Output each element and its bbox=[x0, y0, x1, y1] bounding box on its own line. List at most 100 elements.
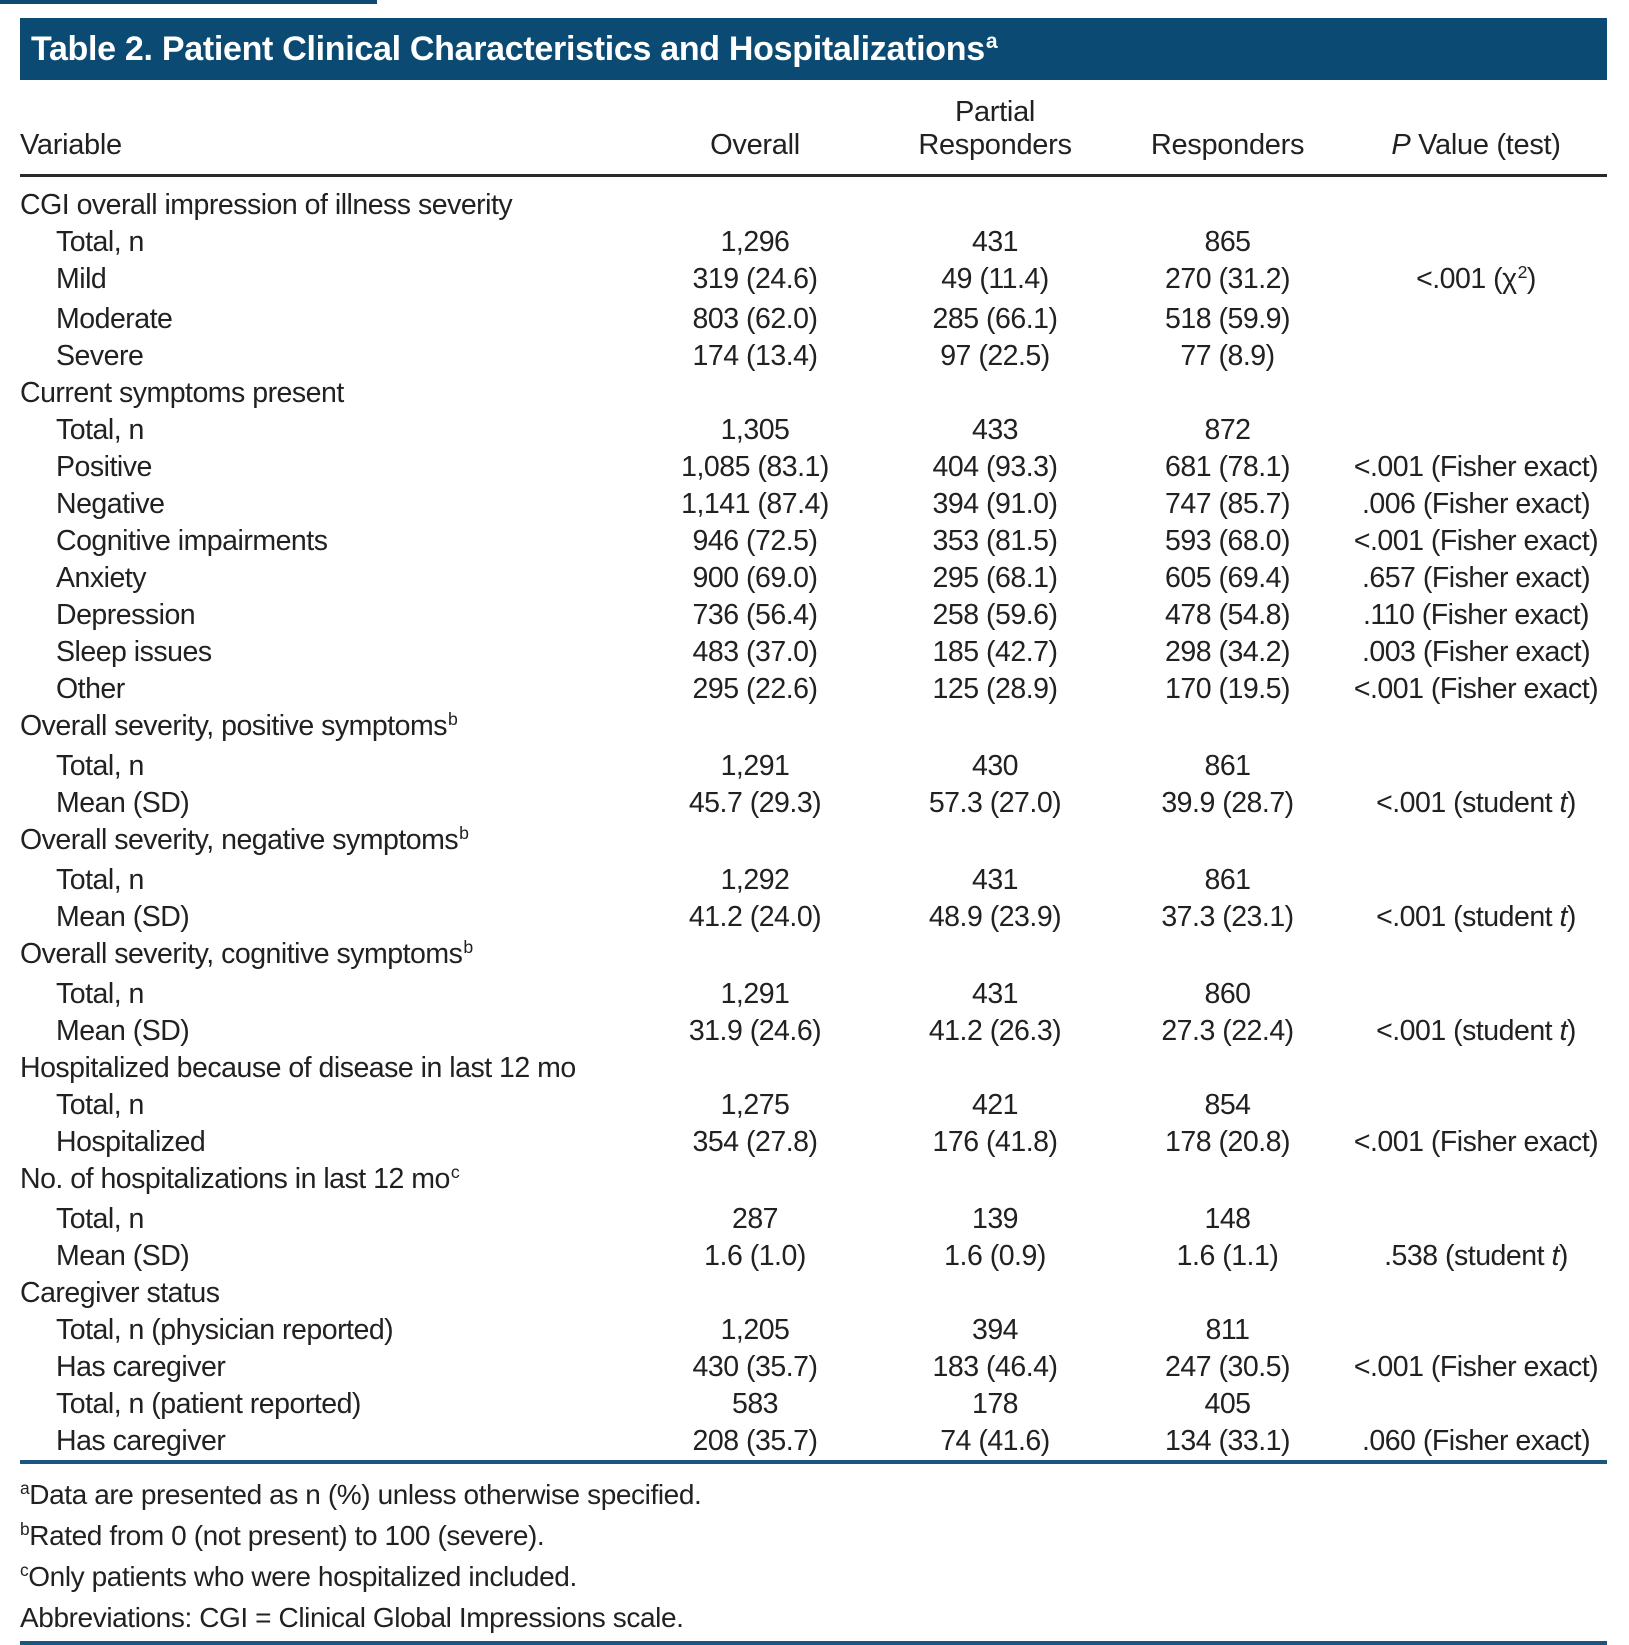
data-cell: 354 (27.8) bbox=[692, 1126, 818, 1158]
data-cell: 900 (69.0) bbox=[692, 562, 818, 594]
data-cell: 37.3 (23.1) bbox=[1161, 901, 1294, 933]
data-cell: 41.2 (24.0) bbox=[688, 901, 822, 933]
row-label: Overall severity, negative symptomsb bbox=[20, 823, 469, 856]
table-title-text: Table 2. Patient Clinical Characteristic… bbox=[31, 29, 985, 68]
data-cell: 394 (91.0) bbox=[932, 488, 1058, 520]
p-value-cell bbox=[1345, 708, 1607, 748]
table-row: Positive 1,085 (83.1) 404 (93.3) 681 (78.1)… bbox=[20, 449, 1607, 486]
table-row: Total, n 1,291 431 860 bbox=[20, 976, 1607, 1013]
table-row: No. of hospitalizations in last 12 moc bbox=[20, 1161, 1607, 1201]
data-cell: 518 (59.9) bbox=[1165, 303, 1290, 335]
row-footnote-marker: c bbox=[450, 1162, 460, 1183]
page-crop-artifact-line bbox=[0, 0, 377, 4]
data-cell: 854 bbox=[1204, 1089, 1251, 1121]
data-cell: 431 bbox=[971, 978, 1019, 1010]
data-cell: 430 (35.7) bbox=[692, 1351, 818, 1383]
row-label: Total, n bbox=[56, 1089, 144, 1121]
page-bottom-rule bbox=[20, 1641, 1607, 1645]
data-cell: 404 (93.3) bbox=[932, 451, 1058, 483]
data-cell bbox=[1110, 1050, 1345, 1087]
p-value-cell bbox=[1345, 338, 1607, 375]
row-label: Total, n (patient reported) bbox=[56, 1388, 361, 1420]
t-statistic-italic: t bbox=[1559, 1015, 1568, 1047]
data-cell: 593 (68.0) bbox=[1165, 525, 1290, 557]
row-label: Mean (SD) bbox=[56, 901, 190, 933]
row-footnote-marker: b bbox=[448, 709, 458, 730]
p-value-cell: <.001 (student t) bbox=[1376, 787, 1576, 819]
data-cell: 183 (46.4) bbox=[932, 1351, 1058, 1383]
table-row: Total, n 1,305 433 872 bbox=[20, 412, 1607, 449]
p-value-cell bbox=[1345, 1386, 1607, 1423]
data-cell bbox=[880, 822, 1110, 862]
row-label: Overall severity, cognitive symptomsb bbox=[20, 937, 473, 970]
table-row: Has caregiver 430 (35.7) 183 (46.4) 247 (30… bbox=[20, 1349, 1607, 1386]
data-cell bbox=[630, 822, 880, 862]
data-cell: 170 (19.5) bbox=[1165, 673, 1290, 705]
p-value-cell: <.001 (Fisher exact) bbox=[1353, 1126, 1599, 1158]
data-cell: 1,291 bbox=[720, 978, 790, 1010]
data-cell: 285 (66.1) bbox=[932, 303, 1058, 335]
row-label: Depression bbox=[56, 599, 196, 631]
row-label: Total, n bbox=[56, 750, 144, 782]
p-value-cell bbox=[1345, 1050, 1607, 1087]
data-cell: 1,141 (87.4) bbox=[681, 488, 829, 520]
table-row: Hospitalized 354 (27.8) 176 (41.8) 178 (20.… bbox=[20, 1124, 1607, 1161]
data-cell bbox=[1110, 708, 1345, 748]
row-label: Total, n (physician reported) bbox=[56, 1314, 394, 1346]
table-row: Overall severity, negative symptomsb bbox=[20, 822, 1607, 862]
table-row: Other 295 (22.6) 125 (28.9) 170 (19.5) <.001… bbox=[20, 671, 1607, 708]
row-label: Total, n bbox=[56, 414, 144, 446]
data-cell: 185 (42.7) bbox=[932, 636, 1058, 668]
t-statistic-italic: t bbox=[1559, 901, 1568, 933]
data-cell: 74 (41.6) bbox=[940, 1425, 1050, 1457]
p-value-cell bbox=[1345, 976, 1607, 1013]
p-value-cell: <.001 (χ2) bbox=[1416, 262, 1536, 295]
data-cell: 353 (81.5) bbox=[932, 525, 1058, 557]
chi-square-exponent: 2 bbox=[1517, 262, 1528, 283]
data-cell: 811 bbox=[1205, 1314, 1250, 1346]
data-cell: 872 bbox=[1204, 414, 1251, 446]
table-title: Table 2. Patient Clinical Characteristic… bbox=[31, 29, 998, 69]
table-row: Current symptoms present bbox=[20, 375, 1607, 412]
data-cell: 41.2 (26.3) bbox=[928, 1015, 1062, 1047]
footnote: cOnly patients who were hospitalized inc… bbox=[20, 1560, 577, 1592]
p-value-cell: .538 (student t) bbox=[1384, 1240, 1568, 1272]
p-value-cell: .003 (Fisher exact) bbox=[1361, 636, 1591, 668]
data-cell: 134 (33.1) bbox=[1165, 1425, 1290, 1457]
data-cell bbox=[630, 936, 880, 976]
data-cell: 39.9 (28.7) bbox=[1161, 787, 1294, 819]
table-row: Mild 319 (24.6) 49 (11.4) 270 (31.2) <.001 (… bbox=[20, 261, 1607, 301]
data-cell: 421 bbox=[971, 1089, 1019, 1121]
data-cell bbox=[880, 1050, 1110, 1087]
table-row: Hospitalized because of disease in last … bbox=[20, 1050, 1607, 1087]
data-cell bbox=[630, 1161, 880, 1201]
data-cell: 97 (22.5) bbox=[940, 340, 1050, 372]
table-body: CGI overall impression of illness severi… bbox=[20, 177, 1607, 1460]
data-cell: 431 bbox=[971, 226, 1019, 258]
data-cell bbox=[1110, 936, 1345, 976]
data-cell: 1,291 bbox=[720, 750, 790, 782]
data-cell bbox=[880, 936, 1110, 976]
row-label: Mean (SD) bbox=[56, 1015, 190, 1047]
p-value-cell bbox=[1345, 748, 1607, 785]
data-cell bbox=[880, 187, 1110, 224]
table-row: Total, n 1,292 431 861 bbox=[20, 862, 1607, 899]
row-label: Mean (SD) bbox=[56, 787, 190, 819]
data-cell: 681 (78.1) bbox=[1165, 451, 1290, 483]
row-label: Total, n bbox=[56, 978, 144, 1010]
data-cell bbox=[630, 1275, 880, 1312]
data-cell: 583 bbox=[731, 1388, 779, 1420]
row-label: Anxiety bbox=[56, 562, 146, 594]
row-label: Hospitalized because of disease in last … bbox=[20, 1052, 576, 1084]
footnote-marker: a bbox=[20, 1478, 30, 1499]
data-cell: 946 (72.5) bbox=[692, 525, 818, 557]
row-label: No. of hospitalizations in last 12 moc bbox=[20, 1162, 460, 1195]
data-cell: 174 (13.4) bbox=[692, 340, 818, 372]
p-value-cell: .060 (Fisher exact) bbox=[1361, 1425, 1591, 1457]
data-cell: 865 bbox=[1204, 226, 1251, 258]
data-cell: 295 (68.1) bbox=[932, 562, 1058, 594]
footnote-marker: b bbox=[20, 1519, 30, 1540]
p-value-cell bbox=[1345, 1275, 1607, 1312]
row-label: Current symptoms present bbox=[20, 377, 344, 409]
footnote: bRated from 0 (not present) to 100 (seve… bbox=[20, 1519, 545, 1551]
